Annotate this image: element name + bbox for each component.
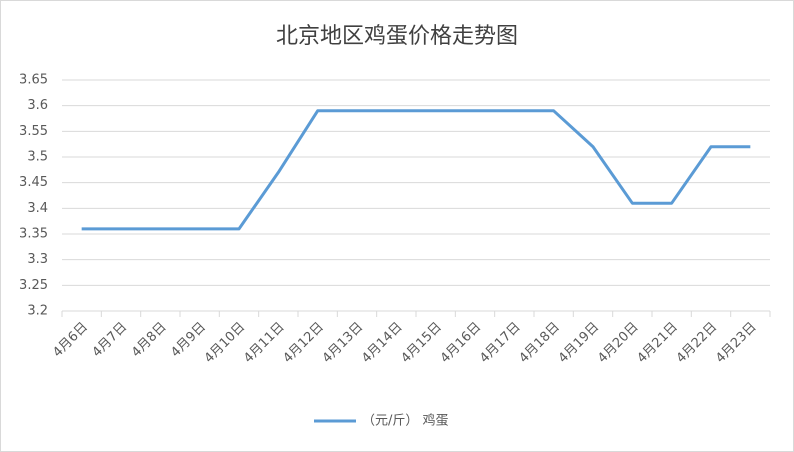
y-tick-label: 3.5 (27, 150, 48, 165)
chart-title: 北京地区鸡蛋价格走势图 (276, 24, 518, 49)
legend-label: （元/斤） 鸡蛋 (362, 413, 449, 429)
y-tick-label: 3.3 (27, 252, 48, 267)
y-tick-label: 3.35 (19, 227, 48, 242)
y-tick-label: 3.65 (19, 73, 48, 88)
y-tick-label: 3.4 (27, 201, 48, 216)
y-tick-label: 3.45 (19, 175, 48, 190)
line-series (81, 109, 751, 231)
y-tick-label: 3.55 (19, 124, 48, 139)
y-tick-label: 3.6 (27, 98, 48, 113)
y-tick-label: 3.25 (19, 278, 48, 293)
y-tick-label: 3.2 (27, 304, 48, 319)
